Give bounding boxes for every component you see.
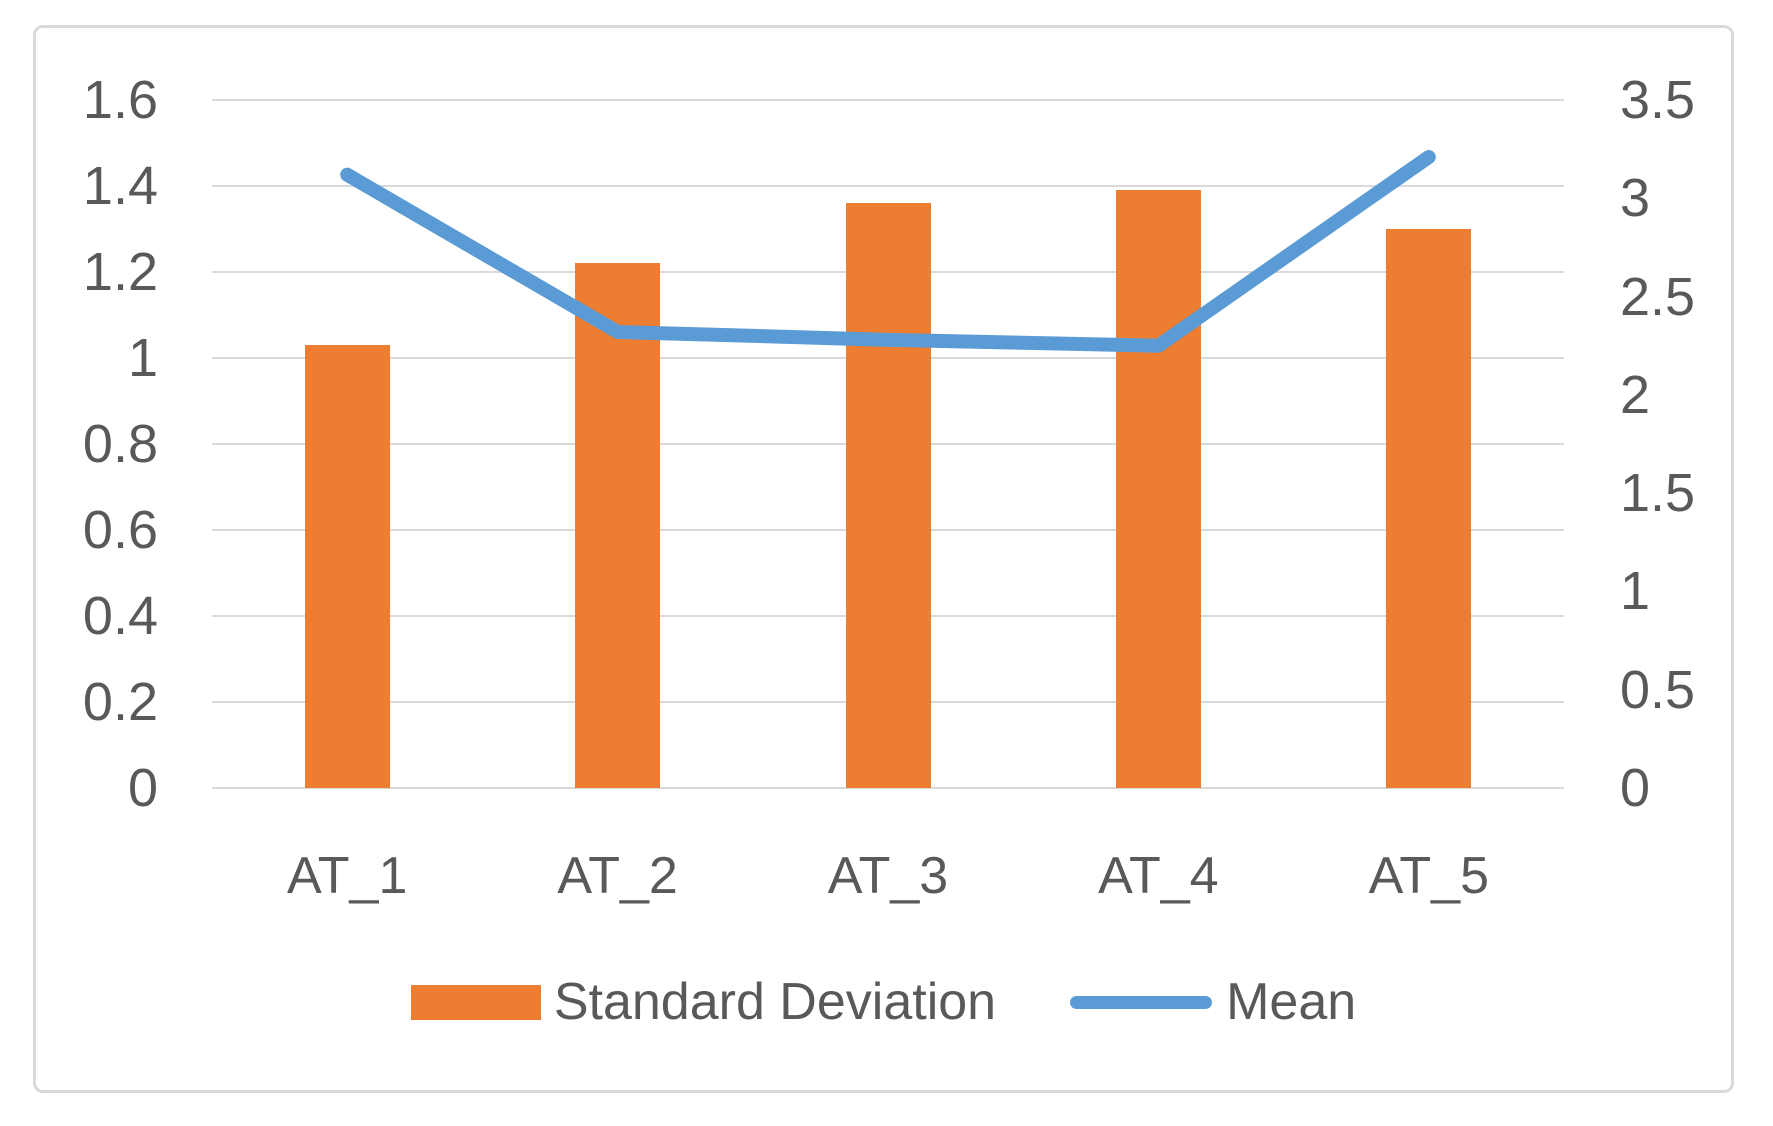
legend-label-mean: Mean (1226, 973, 1357, 1031)
left-axis-tick: 0.2 (82, 672, 158, 732)
bar-standard-deviation-AT_2 (575, 263, 661, 788)
left-axis-tick: 1.6 (82, 70, 158, 130)
left-axis-tick: 0.8 (82, 414, 158, 474)
bar-standard-deviation-AT_5 (1386, 229, 1472, 788)
left-axis-tick: 0.4 (82, 586, 158, 646)
bar-standard-deviation-AT_1 (304, 345, 390, 788)
mean-line (340, 150, 1436, 353)
left-value-axis: 1.6 1.4 1.2 1 0.8 0.6 0.4 0.2 0 (36, 28, 158, 1090)
left-axis-tick: 1 (127, 328, 158, 388)
legend-swatch-standard-deviation (410, 984, 541, 1020)
x-axis-label-AT_1: AT_1 (286, 847, 408, 905)
left-axis-tick: 1.4 (82, 156, 158, 216)
bar-standard-deviation-AT_3 (845, 203, 931, 788)
chart-frame: 1.6 1.4 1.2 1 0.8 0.6 0.4 0.2 0 3.5 3 2.5 2 1.5 1 0.5 0… (33, 25, 1734, 1093)
legend-label-standard-deviation: Standard Deviation (553, 973, 997, 1031)
x-axis-label-AT_3: AT_3 (827, 847, 949, 905)
x-axis-label-AT_4: AT_4 (1098, 847, 1219, 905)
left-axis-tick: 0.6 (82, 500, 158, 560)
right-axis-tick: 1 (1620, 561, 1651, 622)
x-axis-label-AT_5: AT_5 (1368, 847, 1490, 905)
right-axis-tick: 3 (1620, 168, 1651, 229)
right-axis-tick: 0 (1620, 758, 1651, 818)
left-axis-tick: 1.2 (82, 242, 158, 302)
gridline (212, 99, 1564, 101)
gridline (212, 787, 1564, 789)
right-value-axis: 3.5 3 2.5 2 1.5 1 0.5 0 (1620, 28, 1737, 1090)
right-axis-tick: 0.5 (1620, 659, 1696, 720)
mean-line-layer (340, 150, 1436, 353)
right-axis-tick: 3.5 (1620, 70, 1696, 130)
bar-standard-deviation-AT_4 (1115, 190, 1201, 788)
x-axis-label-AT_2: AT_2 (557, 847, 678, 905)
legend: Standard Deviation Mean (36, 972, 1731, 1032)
gridline (212, 185, 1564, 187)
right-axis-tick: 2.5 (1620, 266, 1696, 327)
right-axis-tick: 1.5 (1620, 463, 1696, 524)
legend-swatch-mean (1070, 995, 1213, 1009)
left-axis-tick: 0 (127, 758, 158, 818)
right-axis-tick: 2 (1620, 364, 1651, 425)
plot-area (212, 99, 1564, 789)
